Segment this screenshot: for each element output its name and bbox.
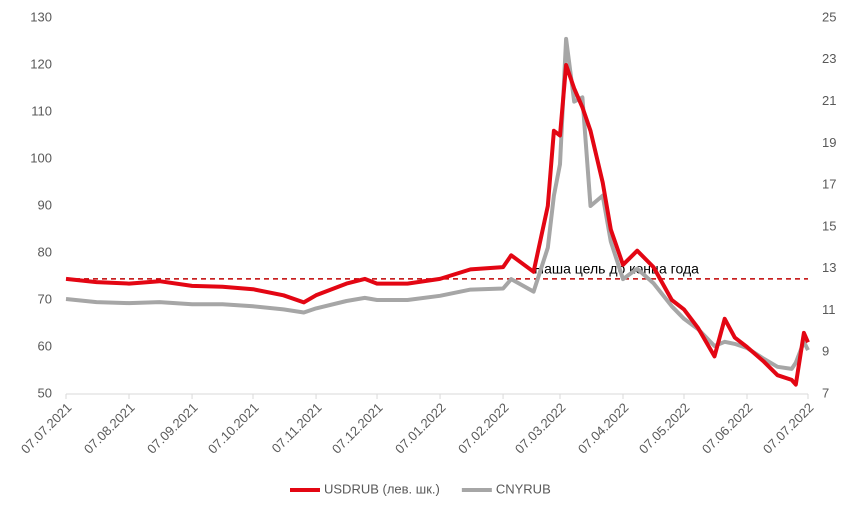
y-tick-label: 100	[30, 150, 52, 165]
x-tick-label: 07.10.2021	[205, 400, 262, 457]
x-tick-label: 07.09.2021	[144, 400, 201, 457]
y-tick-label: 70	[38, 291, 52, 306]
y2-tick-label: 23	[822, 51, 836, 66]
y2-tick-label: 19	[822, 135, 836, 150]
x-tick-label: 07.06.2022	[699, 400, 756, 457]
legend-label: CNYRUB	[496, 481, 551, 496]
x-tick-label: 07.01.2022	[392, 400, 449, 457]
x-tick-label: 07.12.2021	[329, 400, 386, 457]
y-tick-label: 60	[38, 338, 52, 353]
y-tick-label: 80	[38, 244, 52, 259]
y2-tick-label: 7	[822, 385, 829, 400]
x-tick-label: 07.03.2022	[512, 400, 569, 457]
y-tick-label: 120	[30, 56, 52, 71]
y-tick-label: 90	[38, 197, 52, 212]
x-tick-label: 07.11.2021	[269, 400, 325, 456]
y2-tick-label: 13	[822, 260, 836, 275]
y-tick-label: 110	[31, 103, 52, 118]
y2-tick-label: 9	[822, 344, 829, 359]
series-line	[65, 36, 810, 371]
series-line	[65, 63, 810, 387]
y2-tick-label: 21	[822, 93, 836, 108]
x-tick-label: 07.05.2022	[636, 400, 693, 457]
y-tick-label: 130	[30, 9, 52, 24]
x-tick-label: 07.04.2022	[575, 400, 632, 457]
y2-tick-label: 15	[822, 218, 836, 233]
y-tick-label: 50	[38, 385, 52, 400]
x-tick-label: 07.08.2021	[81, 400, 138, 457]
x-tick-label: 07.02.2022	[455, 400, 512, 457]
x-tick-label: 07.07.2022	[760, 400, 817, 457]
legend-label: USDRUB (лев. шк.)	[324, 481, 440, 496]
y2-tick-label: 17	[822, 177, 836, 192]
y2-tick-label: 25	[822, 9, 836, 24]
x-tick-label: 07.07.2021	[18, 400, 75, 457]
y2-tick-label: 11	[822, 302, 836, 317]
